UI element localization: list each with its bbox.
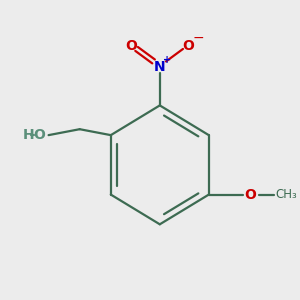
Text: O: O xyxy=(126,39,137,53)
Text: +: + xyxy=(163,55,171,65)
Text: O: O xyxy=(182,39,194,53)
Text: O: O xyxy=(34,128,46,142)
Text: O: O xyxy=(244,188,256,202)
Text: −: − xyxy=(193,31,205,45)
Text: CH₃: CH₃ xyxy=(275,188,297,201)
Text: N: N xyxy=(154,60,166,74)
Text: H: H xyxy=(23,128,34,142)
